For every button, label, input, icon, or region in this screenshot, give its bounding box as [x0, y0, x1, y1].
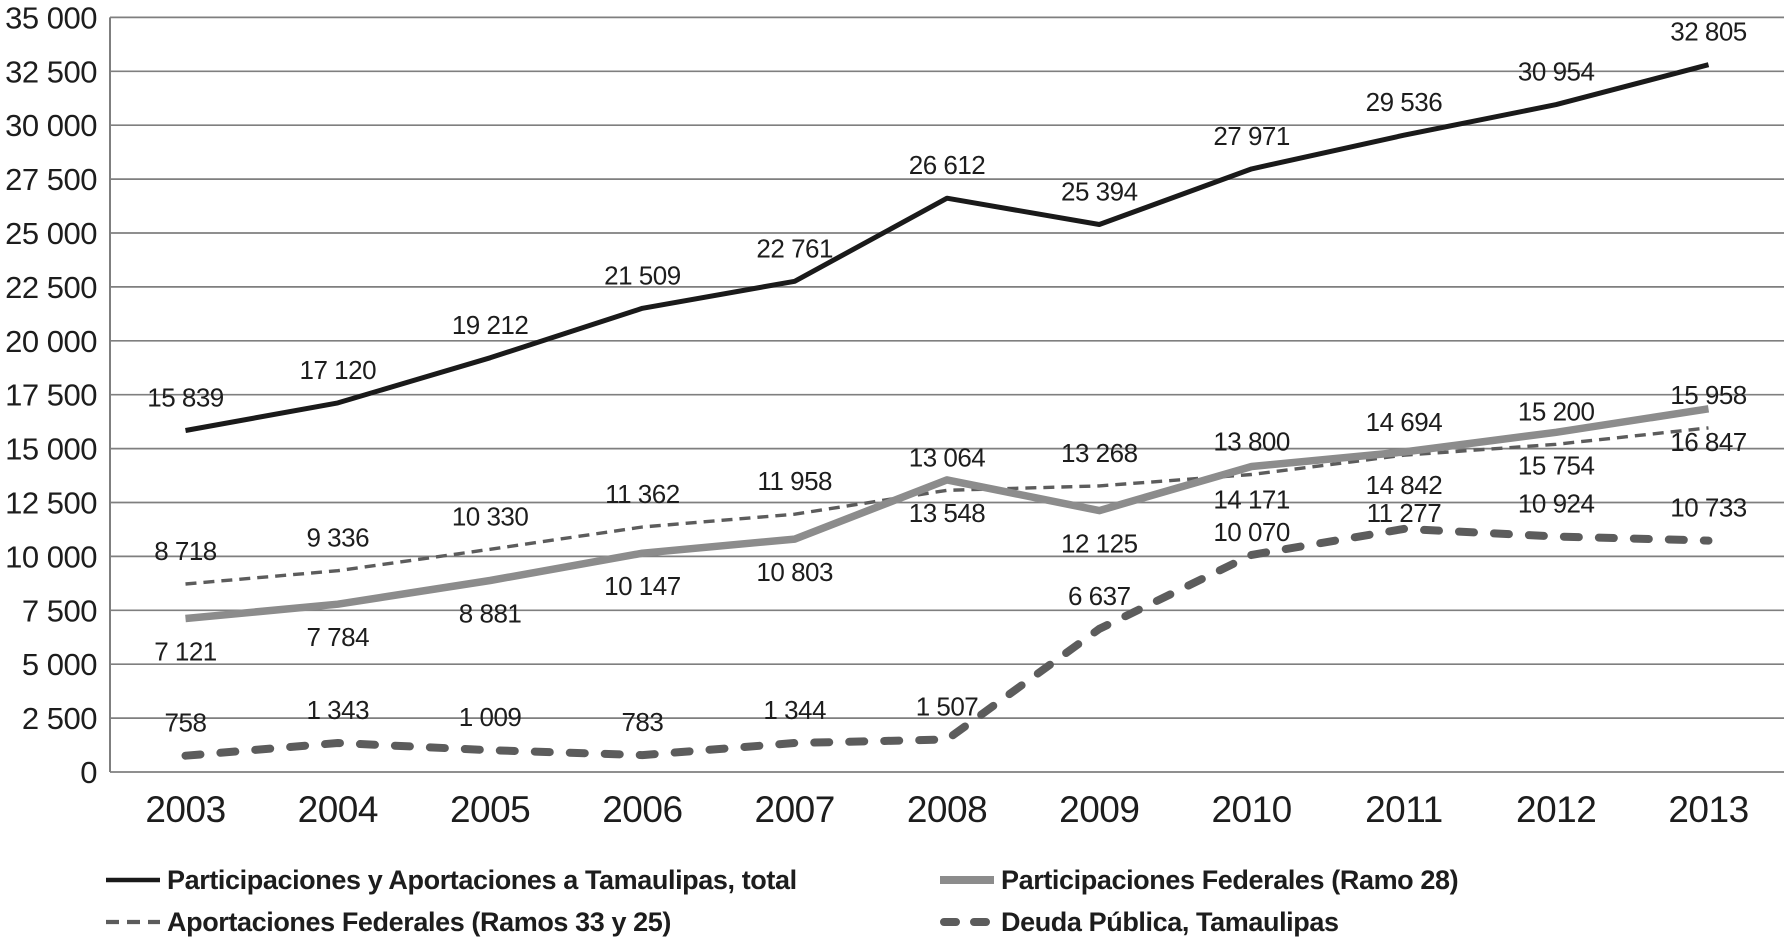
series-line-3: [181, 524, 1713, 760]
y-tick-label: 35 000: [5, 0, 97, 35]
data-label: 14 694: [1366, 407, 1443, 437]
x-tick-label: 2009: [1059, 789, 1139, 830]
data-label: 29 536: [1366, 87, 1443, 117]
series-line-1: [185, 405, 1710, 623]
data-label: 30 954: [1518, 57, 1595, 87]
x-tick-label: 2003: [145, 789, 225, 830]
y-tick-label: 5 000: [22, 647, 97, 682]
series-line-2: [185, 426, 1709, 586]
y-tick-label: 15 000: [5, 432, 97, 467]
data-label: 10 147: [604, 571, 681, 601]
data-label: 13 548: [909, 498, 986, 528]
y-tick-label: 30 000: [5, 108, 97, 143]
y-tick-label: 12 500: [5, 486, 97, 521]
data-label: 10 070: [1213, 517, 1290, 547]
data-label: 26 612: [909, 150, 986, 180]
y-tick-label: 10 000: [5, 539, 97, 574]
data-label: 17 120: [300, 355, 377, 385]
x-tick-label: 2008: [907, 789, 987, 830]
data-label: 15 200: [1518, 396, 1595, 426]
data-label: 11 277: [1367, 498, 1442, 528]
data-label: 15 958: [1670, 380, 1747, 410]
data-label: 22 761: [756, 233, 833, 263]
y-tick-label: 25 000: [5, 216, 97, 251]
x-tick-label: 2005: [450, 789, 530, 830]
data-label: 16 847: [1670, 427, 1747, 457]
data-label: 13 064: [909, 442, 986, 472]
x-tick-label: 2006: [602, 789, 682, 830]
x-tick-label: 2011: [1365, 789, 1443, 830]
data-label: 7 784: [307, 622, 370, 652]
data-label: 1 009: [459, 702, 522, 732]
data-label: 13 800: [1213, 426, 1290, 456]
data-label: 8 881: [459, 599, 522, 629]
y-tick-label: 7 500: [22, 593, 97, 628]
data-label: 1 507: [916, 692, 979, 722]
data-label: 10 924: [1518, 488, 1595, 518]
y-tick-label: 0: [80, 755, 97, 790]
y-tick-label: 22 500: [5, 270, 97, 305]
data-label: 19 212: [452, 310, 529, 340]
data-label: 13 268: [1061, 438, 1138, 468]
y-tick-label: 17 500: [5, 378, 97, 413]
data-label: 10 330: [452, 501, 529, 531]
data-label: 8 718: [154, 536, 217, 566]
data-label: 21 509: [604, 260, 681, 290]
x-tick-label: 2013: [1668, 789, 1748, 830]
data-label: 11 362: [605, 479, 680, 509]
data-label: 6 637: [1068, 581, 1131, 611]
y-tick-label: 2 500: [22, 701, 97, 736]
data-label: 9 336: [307, 523, 370, 553]
data-label: 32 805: [1670, 17, 1747, 47]
data-label: 10 803: [756, 557, 833, 587]
series-line-0: [185, 62, 1710, 433]
data-label: 10 733: [1670, 493, 1747, 523]
data-label: 1 344: [763, 695, 826, 725]
y-tick-label: 32 500: [5, 54, 97, 89]
data-label: 11 958: [757, 466, 832, 496]
x-tick-label: 2007: [755, 789, 835, 830]
data-label: 15 839: [147, 383, 224, 413]
x-tick-label: 2004: [298, 789, 378, 830]
data-label: 783: [621, 707, 663, 737]
data-label: 15 754: [1518, 450, 1595, 480]
x-tick-label: 2010: [1211, 789, 1291, 830]
data-label: 25 394: [1061, 177, 1138, 207]
data-label: 14 842: [1366, 470, 1443, 500]
data-label: 14 171: [1213, 484, 1290, 514]
x-tick-label: 2012: [1516, 789, 1596, 830]
y-tick-label: 20 000: [5, 324, 97, 359]
data-label: 1 343: [307, 695, 370, 725]
data-label: 12 125: [1061, 529, 1138, 559]
data-label: 27 971: [1213, 121, 1290, 151]
data-label: 7 121: [154, 636, 217, 666]
y-tick-label: 27 500: [5, 162, 97, 197]
data-label: 758: [165, 708, 207, 738]
